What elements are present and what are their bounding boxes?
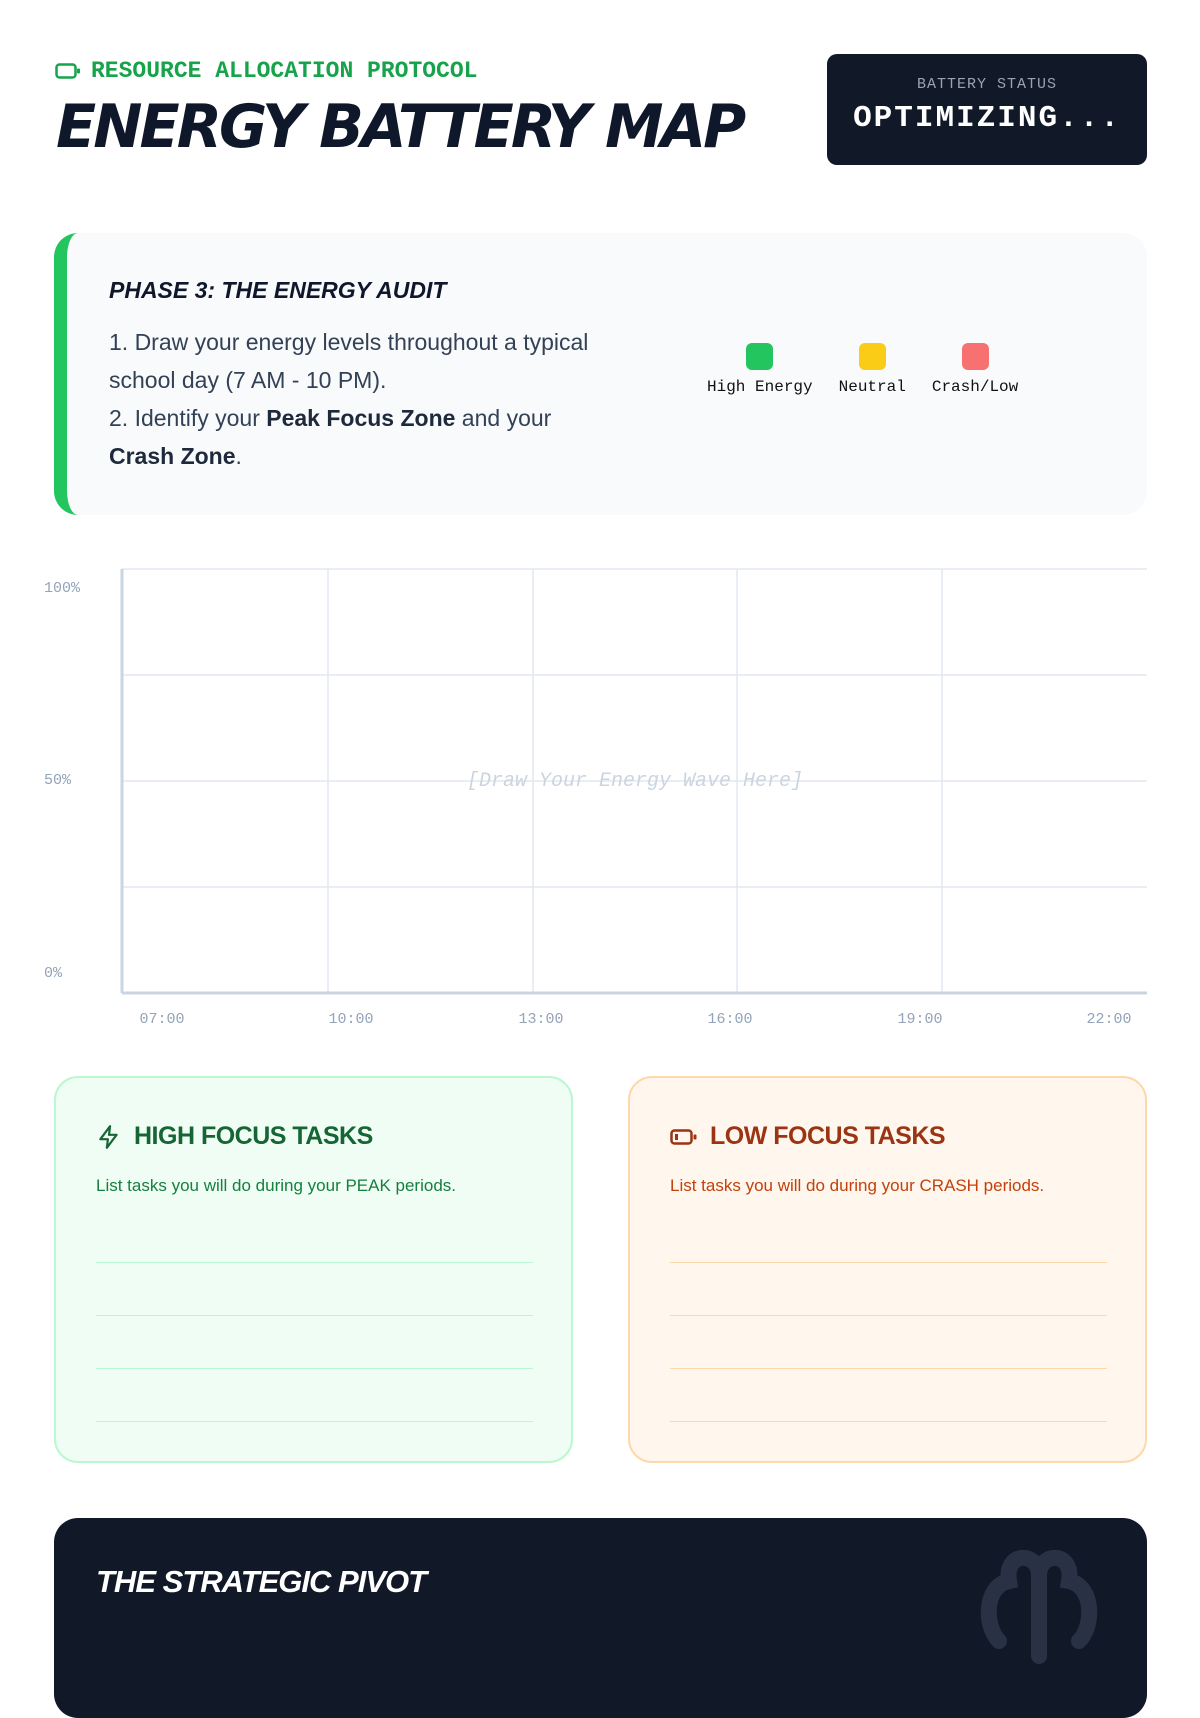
instruction-1: 1. Draw your energy levels throughout a … xyxy=(109,329,589,393)
legend-crash: Crash/Low xyxy=(932,343,1018,396)
kicker: RESOURCE ALLOCATION PROTOCOL xyxy=(55,58,477,84)
legend-label: Crash/Low xyxy=(931,378,1019,396)
crash-zone: Crash Zone xyxy=(109,443,236,469)
page-title: ENERGY BATTERY MAP xyxy=(56,92,746,162)
x-tick: 19:00 xyxy=(897,1011,942,1028)
legend-label: Neutral xyxy=(838,378,906,396)
write-line[interactable] xyxy=(670,1421,1107,1422)
phase-title: PHASE 3: THE ENERGY AUDIT xyxy=(109,277,447,303)
swatch xyxy=(858,343,886,370)
x-tick: 16:00 xyxy=(707,1011,752,1028)
energy-chart[interactable]: 100% 50% 0% 07:00 10:00 13:00 16:00 19:0… xyxy=(0,560,1200,1040)
text: and your xyxy=(455,405,552,431)
y-tick: 0% xyxy=(44,965,63,982)
swatch xyxy=(746,343,774,370)
high-focus-title: HIGH FOCUS TASKS xyxy=(96,1122,373,1151)
write-line[interactable] xyxy=(670,1262,1107,1263)
write-line[interactable] xyxy=(96,1315,533,1316)
legend-high: High Energy xyxy=(707,343,813,396)
pivot-title: THE STRATEGIC PIVOT xyxy=(96,1564,427,1599)
battery-low-icon xyxy=(670,1128,697,1145)
status-label: BATTERY STATUS xyxy=(916,76,1058,93)
legend-label: High Energy xyxy=(707,378,813,396)
low-focus-card: LOW FOCUS TASKS List tasks you will do d… xyxy=(628,1076,1147,1463)
y-tick: 50% xyxy=(44,772,72,789)
high-focus-card: HIGH FOCUS TASKS List tasks you will do … xyxy=(54,1076,573,1463)
kicker-text: RESOURCE ALLOCATION PROTOCOL xyxy=(91,58,478,84)
x-tick: 13:00 xyxy=(518,1011,563,1028)
swatch xyxy=(961,343,989,370)
status-value: OPTIMIZING... xyxy=(853,101,1121,136)
high-focus-desc: List tasks you will do during your PEAK … xyxy=(96,1176,457,1195)
chart-placeholder: [Draw Your Energy Wave Here] xyxy=(467,770,803,793)
legend: High Energy Neutral Crash/Low xyxy=(707,343,1018,396)
phase-card: PHASE 3: THE ENERGY AUDIT 1. Draw your e… xyxy=(54,233,1147,515)
write-line[interactable] xyxy=(96,1421,533,1422)
instructions: 1. Draw your energy levels throughout a … xyxy=(109,323,609,475)
lightning-icon xyxy=(99,1124,118,1149)
x-tick: 07:00 xyxy=(139,1011,184,1028)
low-focus-title: LOW FOCUS TASKS xyxy=(670,1122,946,1151)
text: . xyxy=(235,443,242,469)
battery-status-panel: BATTERY STATUS OPTIMIZING... xyxy=(827,54,1147,165)
write-line[interactable] xyxy=(96,1262,533,1263)
instruction-2: 2. Identify your Peak Focus Zone and you… xyxy=(109,399,609,475)
title-text: LOW FOCUS TASKS xyxy=(710,1122,946,1150)
x-tick: 22:00 xyxy=(1086,1011,1131,1028)
low-focus-desc: List tasks you will do during your CRASH… xyxy=(670,1176,1045,1195)
brain-icon xyxy=(980,1549,1098,1664)
strategic-pivot-panel: THE STRATEGIC PIVOT xyxy=(54,1518,1147,1718)
write-line[interactable] xyxy=(96,1368,533,1369)
battery-icon xyxy=(55,63,80,79)
title-text: HIGH FOCUS TASKS xyxy=(134,1122,373,1150)
legend-neutral: Neutral xyxy=(839,343,906,396)
text: 2. Identify your xyxy=(109,405,267,431)
y-tick: 100% xyxy=(44,580,81,597)
peak-focus-zone: Peak Focus Zone xyxy=(266,405,456,431)
x-tick: 10:00 xyxy=(328,1011,373,1028)
write-line[interactable] xyxy=(670,1368,1107,1369)
write-line[interactable] xyxy=(670,1315,1107,1316)
